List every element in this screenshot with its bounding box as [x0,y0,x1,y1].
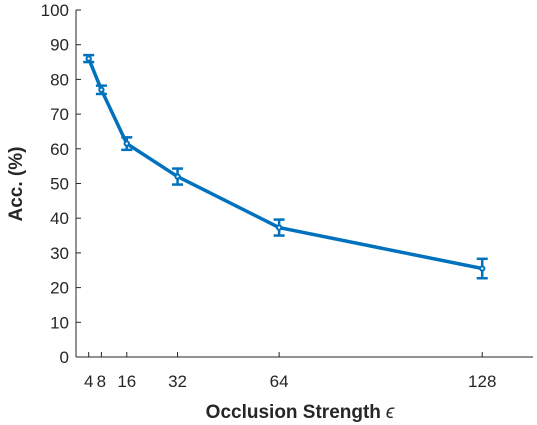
x-tick-label: 8 [97,372,106,391]
series-line [87,57,483,271]
y-tick-label: 0 [60,348,69,367]
y-tick-label: 10 [50,313,69,332]
x-tick-label: 64 [270,372,289,391]
x-tick-label: 4 [84,372,93,391]
series-marks [83,53,488,280]
y-axis-title: Acc. (%) [6,147,27,222]
y-tick-label: 90 [50,36,69,55]
y-tick-label: 40 [50,209,69,228]
y-tick-label: 60 [50,140,69,159]
x-axis-title-text: Occlusion Strength [206,402,381,423]
y-tick-label: 70 [50,105,69,124]
x-tick-label: 16 [117,372,136,391]
x-tick-label: 32 [168,372,187,391]
data-point [98,86,105,94]
y-tick-label: 50 [50,175,69,194]
axes: 0 10 20 30 40 50 60 70 80 90 100 4 8 16 32 64 128 [41,1,533,391]
y-tick-label: 20 [50,279,69,298]
x-axis-title: Occlusion Strength ϵ [206,402,395,423]
data-point [479,265,486,272]
y-tick-label: 80 [50,70,69,89]
data-point [174,173,181,180]
data-point [123,140,130,147]
y-tick-label: 30 [50,244,69,263]
data-point [85,55,92,62]
data-point [275,224,283,231]
y-tick-label: 100 [41,1,69,20]
x-axis-epsilon-symbol: ϵ [386,402,395,423]
x-tick-label: 128 [468,372,496,391]
